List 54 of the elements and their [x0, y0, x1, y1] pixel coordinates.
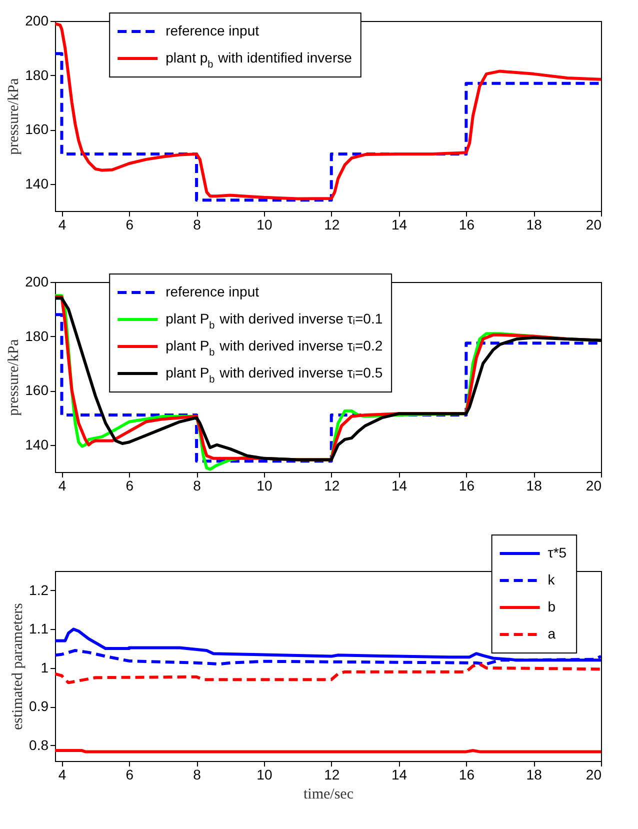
x-tick-label: 4 [58, 216, 66, 232]
y-tick-label: 1.2 [29, 582, 49, 598]
y-axis-title: estimated parameters [10, 602, 26, 730]
y-tick-label: 0.8 [29, 736, 49, 753]
legend-label: reference input [166, 22, 260, 38]
x-tick-label: 18 [526, 478, 542, 494]
x-tick-label: 12 [324, 216, 340, 232]
x-tick-label: 8 [193, 478, 202, 494]
x-tick-label: 8 [193, 216, 202, 232]
x-tick-label: 6 [126, 478, 134, 494]
x-tick-label: 12 [324, 478, 340, 494]
legend-label: a [548, 626, 556, 642]
x-tick-label: 18 [526, 216, 542, 232]
x-tick-label: 14 [391, 478, 408, 494]
x-tick-label: 10 [256, 216, 272, 232]
y-axis-title: pressure/kPa [6, 338, 22, 416]
x-tick-label: 16 [458, 216, 475, 232]
line-series [55, 662, 601, 684]
legend-label: τ*5 [548, 544, 567, 560]
y-tick-label: 160 [25, 121, 49, 138]
x-tick-label: 4 [58, 478, 66, 494]
x-tick-label: 20 [586, 216, 602, 232]
legend-label: k [548, 572, 556, 588]
y-tick-label: 200 [25, 12, 49, 28]
x-tick-label: 8 [193, 766, 202, 782]
y-tick-label: 140 [25, 175, 49, 192]
y-tick-label: 1 [40, 659, 49, 676]
x-tick-label: 12 [324, 766, 340, 782]
x-tick-label: 10 [256, 766, 272, 782]
x-tick-label: 20 [586, 766, 602, 782]
y-tick-label: 0.9 [29, 698, 49, 714]
x-tick-label: 14 [391, 766, 408, 782]
line-series [55, 628, 601, 662]
x-axis-title: time/sec [304, 786, 354, 802]
line-series [55, 22, 601, 200]
y-tick-label: 1.1 [29, 620, 49, 637]
y-tick-label: 160 [25, 382, 49, 398]
x-tick-label: 16 [458, 766, 475, 782]
y-tick-label: 180 [25, 66, 49, 83]
x-tick-label: 6 [126, 766, 134, 782]
y-tick-label: 200 [25, 274, 49, 290]
x-tick-label: 20 [586, 478, 602, 494]
x-tick-label: 14 [391, 216, 408, 232]
line-series [55, 52, 601, 202]
x-tick-label: 16 [458, 478, 475, 494]
y-tick-label: 140 [25, 436, 49, 452]
legend-label: b [548, 598, 556, 614]
x-tick-label: 10 [256, 478, 272, 494]
x-tick-label: 18 [526, 766, 542, 782]
x-tick-label: 4 [58, 766, 66, 782]
legend-label: reference input [166, 284, 260, 300]
y-tick-label: 180 [25, 328, 49, 344]
x-tick-label: 6 [126, 216, 134, 232]
y-axis-title: pressure/kPa [6, 78, 22, 155]
